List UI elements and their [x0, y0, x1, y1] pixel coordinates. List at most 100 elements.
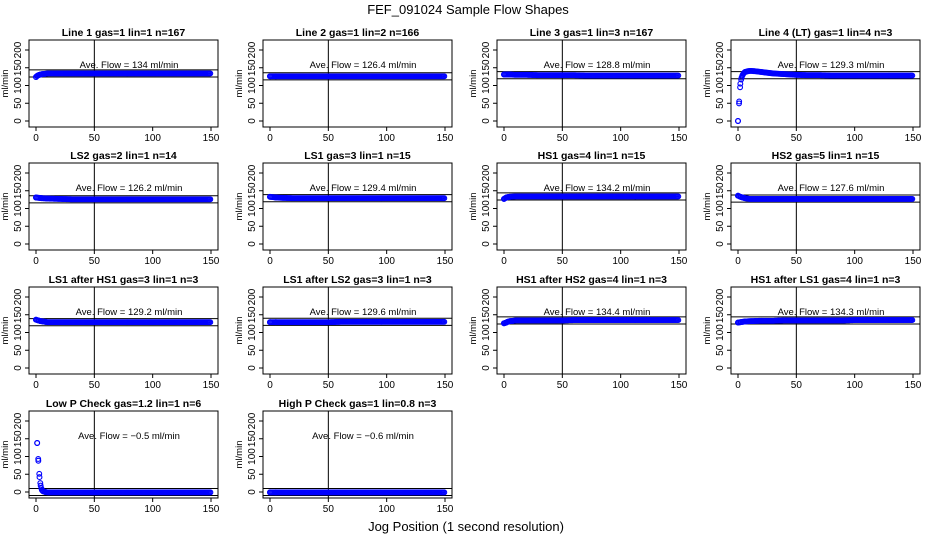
data-point: [38, 195, 45, 202]
y-tick-label: 100: [13, 324, 24, 341]
y-tick-label: 150: [247, 306, 258, 323]
data-point: [736, 100, 742, 107]
plot-frame: [496, 286, 687, 375]
x-tick-label: 0: [501, 133, 507, 144]
plot-frame: [496, 162, 687, 251]
x-tick-label: 100: [612, 256, 629, 267]
plot-frame: [262, 162, 453, 251]
x-tick-label: 100: [612, 380, 629, 391]
y-tick-label: 100: [13, 77, 24, 94]
y-tick-label: 200: [481, 164, 492, 181]
x-tick-label: 150: [437, 504, 454, 515]
y-tick-label: 0: [13, 489, 24, 495]
y-tick-label: 150: [481, 306, 492, 323]
x-tick-label: 0: [33, 380, 39, 391]
average-flow-annotation: Ave. Flow = 126.4 ml/min: [310, 60, 417, 71]
y-tick-label: 50: [247, 468, 258, 480]
x-tick-label: 50: [89, 380, 101, 391]
y-tick-label: 150: [715, 59, 726, 76]
data-point: [207, 196, 214, 203]
average-flow-annotation: Ave. Flow = −0.6 ml/min: [312, 431, 414, 442]
panel-title: HS1 gas=4 lin=1 n=15: [538, 150, 646, 162]
y-tick-label: 50: [13, 97, 24, 109]
data-point: [272, 194, 279, 201]
x-tick-label: 0: [501, 256, 507, 267]
chart-panel: High P Check gas=1 lin=0.8 n=3 ml/min 0 50 1…: [234, 398, 454, 515]
x-tick-label: 0: [267, 133, 273, 144]
y-tick-label: 100: [247, 448, 258, 465]
data-point: [675, 317, 682, 324]
average-flow-annotation: Ave. Flow = 134 ml/min: [80, 60, 179, 71]
data-point: [675, 72, 682, 79]
data-point: [207, 489, 214, 496]
average-flow-annotation: Ave. Flow = 134.3 ml/min: [778, 307, 885, 318]
panel-title: Line 3 gas=1 lin=3 n=167: [530, 27, 654, 39]
x-tick-label: 50: [323, 380, 335, 391]
y-tick-label: 100: [715, 77, 726, 94]
data-point: [42, 70, 49, 77]
data-point: [38, 71, 45, 78]
data-point: [737, 80, 744, 87]
x-tick-label: 0: [735, 133, 741, 144]
y-tick-label: 100: [481, 200, 492, 217]
y-tick-label: 50: [13, 468, 24, 480]
y-axis-label: ml/min: [468, 317, 479, 345]
data-point: [267, 193, 273, 200]
x-tick-label: 0: [267, 380, 273, 391]
data-point: [909, 317, 916, 324]
x-tick-label: 0: [33, 256, 39, 267]
y-axis-label: ml/min: [234, 317, 245, 345]
panel-title: LS1 after HS1 gas=3 lin=1 n=3: [49, 274, 199, 286]
x-tick-label: 100: [378, 380, 395, 391]
data-point: [504, 194, 511, 201]
y-tick-label: 0: [247, 365, 258, 371]
y-tick-label: 150: [247, 430, 258, 447]
y-tick-label: 0: [715, 365, 726, 371]
data-point: [272, 489, 279, 496]
average-flow-annotation: Ave. Flow = 129.3 ml/min: [778, 60, 885, 71]
x-tick-label: 50: [323, 504, 335, 515]
y-axis-label: ml/min: [234, 70, 245, 98]
average-flow-annotation: Ave. Flow = 134.2 ml/min: [544, 183, 651, 194]
x-tick-label: 100: [846, 380, 863, 391]
x-tick-label: 50: [557, 380, 569, 391]
data-point: [40, 318, 46, 325]
plot-frame: [730, 286, 921, 375]
figure-x-axis-label: Jog Position (1 second resolution): [368, 519, 564, 534]
data-point: [42, 489, 49, 495]
y-tick-label: 200: [13, 41, 24, 58]
x-tick-label: 100: [612, 133, 629, 144]
data-point: [909, 195, 916, 202]
x-tick-label: 150: [437, 380, 454, 391]
data-point: [272, 73, 279, 80]
data-point: [267, 489, 273, 496]
data-point: [267, 319, 273, 326]
panel-title: LS1 after LS2 gas=3 lin=1 n=3: [283, 274, 432, 286]
x-tick-label: 50: [89, 256, 101, 267]
y-tick-label: 0: [247, 118, 258, 124]
data-point: [501, 71, 507, 78]
y-tick-label: 0: [247, 241, 258, 247]
x-tick-label: 50: [557, 256, 569, 267]
data-point: [742, 195, 748, 202]
y-tick-label: 200: [481, 288, 492, 305]
x-tick-label: 100: [846, 133, 863, 144]
y-tick-label: 0: [715, 241, 726, 247]
y-tick-label: 50: [715, 97, 726, 109]
y-tick-label: 50: [247, 220, 258, 232]
data-point: [909, 72, 916, 79]
y-tick-label: 150: [13, 430, 24, 447]
data-point: [33, 194, 39, 201]
x-tick-label: 100: [144, 504, 161, 515]
x-tick-label: 150: [203, 256, 220, 267]
chart-panel: Low P Check gas=1.2 lin=1 n=6 ml/min 0 50 10…: [0, 398, 220, 515]
y-tick-label: 50: [481, 97, 492, 109]
y-tick-label: 150: [13, 182, 24, 199]
data-point: [42, 318, 49, 325]
